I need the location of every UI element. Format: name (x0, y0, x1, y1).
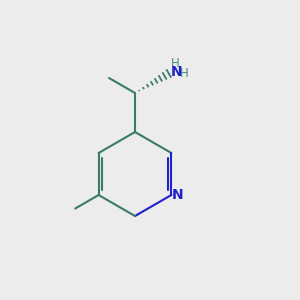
Text: H: H (180, 67, 189, 80)
Text: N: N (170, 65, 182, 79)
Text: N: N (172, 188, 184, 202)
Text: H: H (170, 57, 179, 70)
